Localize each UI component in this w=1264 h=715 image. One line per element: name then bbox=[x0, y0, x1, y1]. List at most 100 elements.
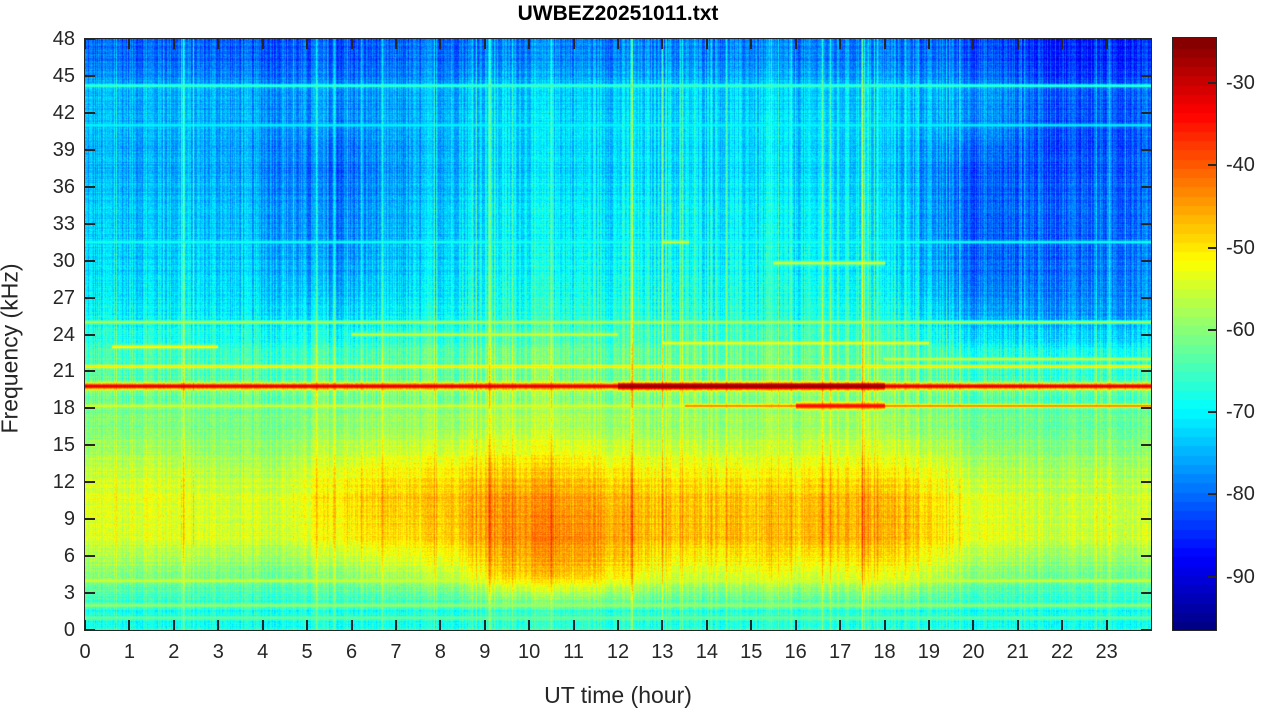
x-tick bbox=[572, 620, 575, 630]
x-tick-label: 3 bbox=[212, 641, 224, 663]
x-tick bbox=[528, 620, 531, 630]
x-tick-label: 20 bbox=[962, 641, 985, 663]
y-tick-right bbox=[1141, 38, 1151, 40]
x-tick-label: 14 bbox=[695, 641, 718, 663]
x-tick bbox=[617, 620, 619, 630]
x-tick bbox=[1105, 620, 1108, 630]
y-tick-right bbox=[1141, 407, 1151, 410]
x-tick-label: 8 bbox=[434, 641, 446, 663]
x-tick-top bbox=[661, 39, 664, 49]
x-tick-top bbox=[1016, 39, 1019, 49]
colorbar bbox=[1173, 38, 1216, 630]
y-tick bbox=[85, 370, 95, 373]
x-tick bbox=[261, 620, 264, 630]
x-tick-label: 19 bbox=[917, 641, 941, 663]
y-tick-right bbox=[1141, 370, 1151, 373]
y-tick-right bbox=[1141, 259, 1151, 262]
y-tick-label: 30 bbox=[52, 249, 75, 272]
x-tick-top bbox=[839, 39, 842, 49]
y-tick-right bbox=[1141, 296, 1151, 299]
y-tick bbox=[85, 148, 95, 151]
y-tick-label: 27 bbox=[52, 286, 75, 309]
y-tick-label: 24 bbox=[52, 323, 75, 346]
y-tick-label: 39 bbox=[52, 138, 75, 161]
x-tick-label: 17 bbox=[828, 641, 852, 663]
x-tick bbox=[750, 620, 753, 630]
y-tick-label: 9 bbox=[63, 508, 75, 531]
x-tick bbox=[217, 620, 220, 630]
y-tick bbox=[85, 296, 95, 299]
x-tick bbox=[705, 620, 708, 630]
colorbar-tick bbox=[1208, 82, 1216, 85]
x-tick-label: 9 bbox=[479, 641, 491, 663]
x-tick-label: 12 bbox=[606, 641, 630, 663]
x-tick-label: 4 bbox=[257, 641, 269, 663]
x-tick-label: 21 bbox=[1006, 641, 1029, 663]
colorbar-tick-label: -80 bbox=[1226, 483, 1255, 506]
x-tick-top bbox=[439, 39, 442, 49]
y-tick bbox=[85, 592, 95, 595]
y-tick-right bbox=[1141, 518, 1151, 521]
x-axis-label: UT time (hour) bbox=[544, 682, 692, 708]
x-tick-top bbox=[350, 39, 353, 49]
y-tick-right bbox=[1141, 481, 1151, 484]
colorbar-tick bbox=[1208, 328, 1216, 331]
x-tick-top bbox=[572, 39, 575, 49]
x-tick bbox=[350, 620, 353, 630]
y-tick-label: 48 bbox=[52, 28, 75, 50]
y-tick bbox=[85, 629, 95, 631]
x-tick-top bbox=[750, 39, 753, 49]
y-tick-right bbox=[1141, 592, 1151, 595]
y-tick bbox=[85, 74, 95, 77]
y-tick-label: 12 bbox=[52, 471, 75, 494]
colorbar-tick-label: -60 bbox=[1226, 318, 1255, 341]
x-tick bbox=[794, 620, 797, 630]
x-tick-top bbox=[927, 39, 930, 49]
x-tick-top bbox=[394, 39, 397, 49]
y-tick bbox=[85, 259, 95, 262]
y-tick bbox=[85, 111, 95, 114]
y-tick-label: 21 bbox=[52, 360, 75, 383]
colorbar-tick bbox=[1208, 164, 1216, 167]
x-tick-top bbox=[528, 39, 531, 49]
colorbar-tick-label: -30 bbox=[1226, 72, 1255, 95]
y-axis-label: Frequency (kHz) bbox=[0, 263, 23, 434]
x-tick-top bbox=[483, 39, 486, 49]
y-tick-right bbox=[1141, 629, 1151, 631]
y-tick-label: 42 bbox=[52, 101, 75, 124]
x-tick bbox=[1016, 620, 1019, 630]
y-tick bbox=[85, 407, 95, 410]
y-tick-label: 45 bbox=[52, 64, 75, 87]
y-tick-label: 6 bbox=[63, 545, 75, 568]
x-tick-label: 0 bbox=[79, 641, 91, 663]
x-tick-label: 2 bbox=[168, 641, 180, 663]
y-tick-label: 3 bbox=[63, 582, 75, 605]
y-tick-right bbox=[1141, 185, 1151, 188]
x-tick-top bbox=[217, 39, 220, 49]
x-tick-top bbox=[794, 39, 797, 49]
x-tick-label: 5 bbox=[301, 641, 313, 663]
x-tick bbox=[1061, 620, 1064, 630]
y-tick bbox=[85, 518, 95, 521]
y-tick bbox=[85, 481, 95, 484]
chart-title: UWBEZ20251011.txt bbox=[517, 2, 719, 25]
x-tick bbox=[306, 620, 309, 630]
colorbar-tick bbox=[1208, 493, 1216, 496]
y-tick bbox=[85, 333, 95, 336]
y-tick-right bbox=[1141, 333, 1151, 336]
x-tick-label: 10 bbox=[518, 641, 541, 663]
y-tick-right bbox=[1141, 444, 1151, 447]
y-tick-label: 0 bbox=[63, 619, 75, 641]
x-tick-top bbox=[617, 39, 619, 49]
x-tick bbox=[394, 620, 397, 630]
y-tick bbox=[85, 185, 95, 188]
x-tick bbox=[972, 620, 975, 630]
y-tick-label: 15 bbox=[52, 434, 75, 457]
x-tick-label: 7 bbox=[390, 641, 402, 663]
x-tick-top bbox=[705, 39, 708, 49]
y-tick bbox=[85, 222, 95, 225]
colorbar-tick-label: -90 bbox=[1226, 565, 1255, 588]
y-tick-right bbox=[1141, 74, 1151, 77]
y-tick-right bbox=[1141, 111, 1151, 114]
x-tick bbox=[883, 620, 886, 630]
